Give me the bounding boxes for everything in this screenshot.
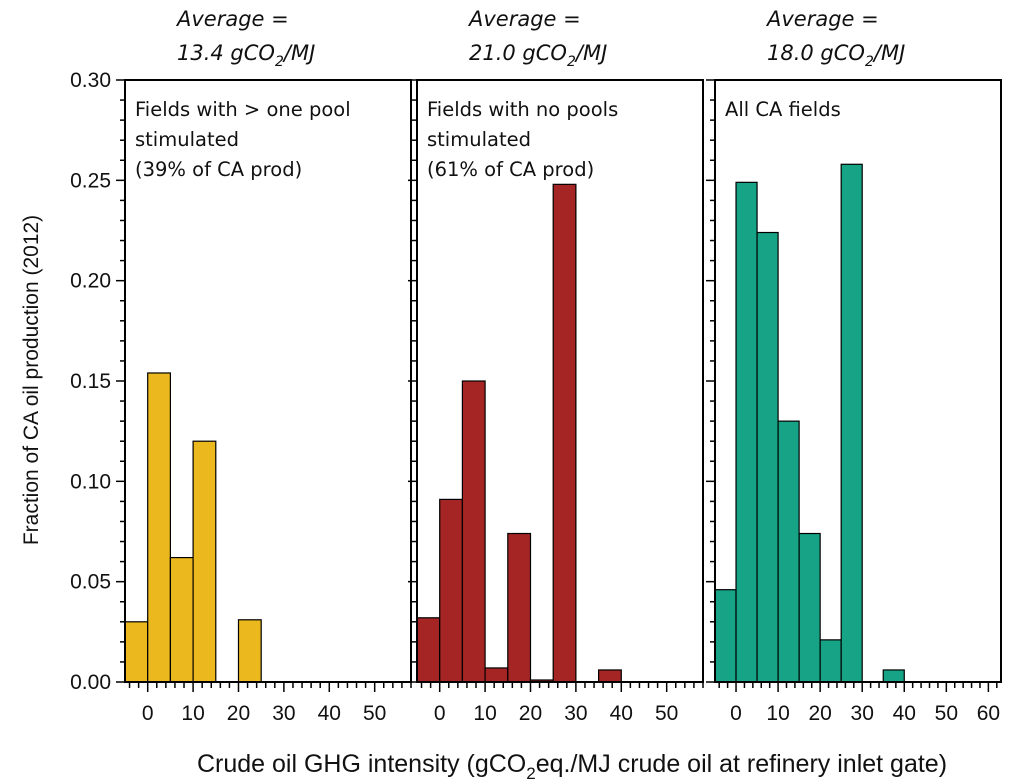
bar-2-7 — [552, 183, 577, 683]
bar-2-9 — [597, 669, 622, 683]
panel-title-line1: Average = — [467, 7, 581, 31]
x-tick-label: 40 — [318, 702, 341, 725]
panel-3: 0 10 20 30 40 50 60 Average = 18.0 gCO2/MJ All CA… — [706, 7, 1002, 725]
x-tick-label: 30 — [851, 702, 874, 725]
panel-annotation: Fields with no pools — [427, 98, 618, 121]
x-tick-label: 20 — [227, 702, 250, 725]
x-tick-label: 0 — [434, 702, 446, 725]
x-tick-label: 40 — [610, 702, 633, 725]
y-axis-label: Fraction of CA oil production (2012) — [20, 215, 43, 545]
title-subscript: 2 — [567, 54, 576, 70]
panel-annotation: (39% of CA prod) — [135, 158, 302, 181]
bar-2-5 — [507, 532, 532, 683]
x-tick-label: 0 — [142, 702, 154, 725]
x-tick-label: 20 — [519, 702, 542, 725]
x-tick-label: 40 — [893, 702, 916, 725]
x-tick-label: 30 — [564, 702, 587, 725]
y-tick-label: 0.30 — [70, 69, 111, 92]
x-axis-label-pre: Crude oil GHG intensity (gCO — [197, 750, 526, 778]
panel-annotation: stimulated — [135, 128, 239, 151]
panel-title-line2: 18.0 gCO2/MJ — [767, 41, 905, 70]
title-value: 21.0 gCO — [469, 41, 567, 65]
y-tick-label: 0.20 — [70, 270, 111, 293]
x-tick-label: 10 — [181, 702, 204, 725]
bar-1-1 — [124, 621, 149, 683]
title-subscript: 2 — [865, 54, 874, 70]
panel-annotation: stimulated — [427, 128, 531, 151]
bar-2-3 — [461, 380, 486, 683]
x-tick-label: 50 — [363, 702, 386, 725]
x-tick-label: 50 — [655, 702, 678, 725]
panel-title-line1: Average = — [175, 7, 289, 31]
panel-title-line1: Average = — [765, 7, 879, 31]
bar-2-4 — [484, 667, 509, 683]
x-axis-label-post: eq./MJ crude oil at refinery inlet gate) — [536, 750, 947, 778]
x-tick-label: 30 — [272, 702, 295, 725]
y-tick-label: 0.05 — [70, 571, 111, 594]
title-unit: /MJ — [872, 41, 905, 65]
bar-2-1 — [416, 617, 441, 683]
bar-1-2 — [147, 372, 171, 683]
bar-3-2 — [735, 181, 758, 683]
x-tick-label: 50 — [935, 702, 958, 725]
title-subscript: 2 — [275, 54, 284, 70]
bar-1-4 — [192, 440, 217, 683]
title-unit: /MJ — [574, 41, 607, 65]
bar-3-3 — [756, 231, 779, 683]
bar-3-5 — [798, 532, 821, 683]
bar-3-7 — [840, 163, 863, 683]
title-unit: /MJ — [282, 41, 315, 65]
title-value: 13.4 gCO — [177, 41, 275, 65]
x-tick-label: 10 — [766, 702, 789, 725]
panel-annotation: All CA fields — [725, 98, 841, 121]
y-tick-label: 0.25 — [70, 169, 111, 192]
y-tick-label: 0.00 — [70, 671, 111, 694]
bar-3-6 — [819, 639, 842, 683]
bar-3-1 — [714, 589, 737, 683]
panel-annotation: Fields with > one pool — [135, 98, 351, 121]
bar-1-6 — [237, 619, 262, 683]
x-axis-label-subscript: 2 — [526, 764, 535, 783]
y-tick-label: 0.15 — [70, 370, 111, 393]
panel-annotation: (61% of CA prod) — [427, 158, 594, 181]
x-axis-label: Crude oil GHG intensity (gCO2eq./MJ crud… — [197, 750, 947, 783]
x-tick-label: 10 — [473, 702, 496, 725]
x-tick-label: 20 — [808, 702, 831, 725]
y-tick-label: 0.10 — [70, 470, 111, 493]
panel-title-line2: 21.0 gCO2/MJ — [469, 41, 607, 70]
x-tick-label: 0 — [730, 702, 742, 725]
bar-1-3 — [169, 556, 194, 683]
panel-1: 0 10 20 30 40 50 0.00 0.05 0.10 0.15 0.20 0.25 0.30 A… — [70, 7, 412, 725]
title-value: 18.0 gCO — [767, 41, 865, 65]
panel-2: 0 10 20 30 40 50 Average = 21.0 gCO2/MJ Fields w… — [408, 7, 704, 725]
bar-3-9 — [882, 669, 905, 683]
bar-3-4 — [777, 420, 800, 683]
x-tick-label: 60 — [977, 702, 1000, 725]
panel-title-line2: 13.4 gCO2/MJ — [177, 41, 315, 70]
bar-2-2 — [439, 498, 463, 683]
